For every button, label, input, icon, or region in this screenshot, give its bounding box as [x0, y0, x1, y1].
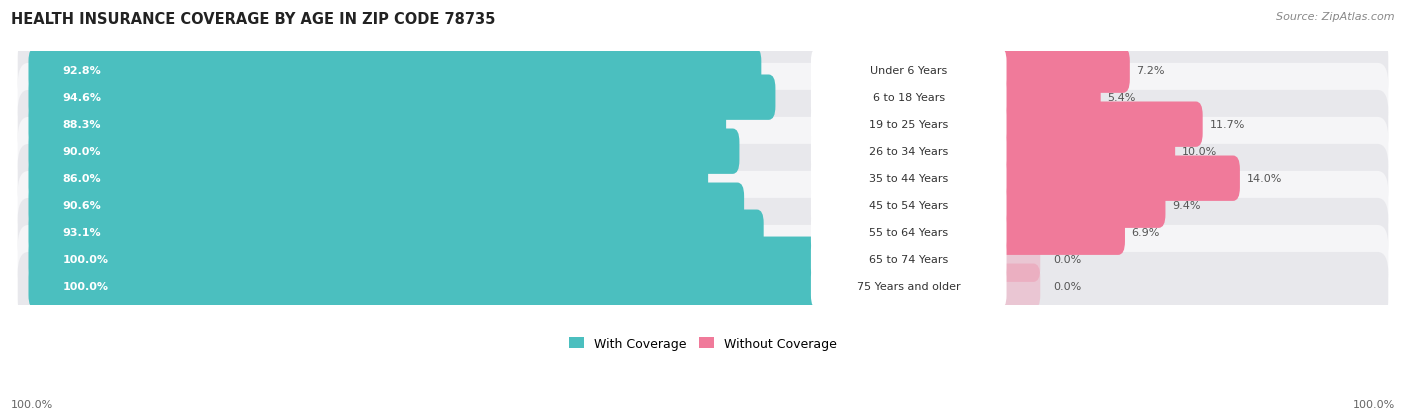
- Text: 90.0%: 90.0%: [62, 147, 101, 157]
- Text: 94.6%: 94.6%: [62, 93, 101, 103]
- Text: Source: ZipAtlas.com: Source: ZipAtlas.com: [1277, 12, 1395, 22]
- FancyBboxPatch shape: [18, 37, 1388, 105]
- FancyBboxPatch shape: [18, 118, 1388, 186]
- Text: 11.7%: 11.7%: [1209, 120, 1244, 130]
- Text: 10.0%: 10.0%: [1182, 147, 1218, 157]
- Text: 6 to 18 Years: 6 to 18 Years: [873, 93, 945, 103]
- FancyBboxPatch shape: [28, 264, 818, 309]
- Text: Under 6 Years: Under 6 Years: [870, 66, 948, 76]
- FancyBboxPatch shape: [1000, 264, 1040, 309]
- FancyBboxPatch shape: [811, 75, 1007, 121]
- Text: 6.9%: 6.9%: [1132, 228, 1160, 237]
- Text: 100.0%: 100.0%: [62, 254, 108, 265]
- Text: 19 to 25 Years: 19 to 25 Years: [869, 120, 949, 130]
- FancyBboxPatch shape: [28, 75, 776, 121]
- Legend: With Coverage, Without Coverage: With Coverage, Without Coverage: [564, 332, 842, 355]
- Text: 86.0%: 86.0%: [62, 174, 101, 184]
- FancyBboxPatch shape: [28, 48, 761, 94]
- FancyBboxPatch shape: [811, 102, 1007, 147]
- FancyBboxPatch shape: [1000, 48, 1130, 94]
- Text: 9.4%: 9.4%: [1173, 201, 1201, 211]
- FancyBboxPatch shape: [1000, 156, 1240, 202]
- FancyBboxPatch shape: [28, 237, 818, 282]
- Text: 100.0%: 100.0%: [1353, 399, 1395, 409]
- FancyBboxPatch shape: [811, 237, 1007, 282]
- FancyBboxPatch shape: [28, 210, 763, 255]
- FancyBboxPatch shape: [18, 198, 1388, 267]
- Text: 7.2%: 7.2%: [1136, 66, 1166, 76]
- Text: HEALTH INSURANCE COVERAGE BY AGE IN ZIP CODE 78735: HEALTH INSURANCE COVERAGE BY AGE IN ZIP …: [11, 12, 496, 27]
- Text: 93.1%: 93.1%: [62, 228, 101, 237]
- FancyBboxPatch shape: [28, 183, 744, 228]
- Text: 14.0%: 14.0%: [1247, 174, 1282, 184]
- FancyBboxPatch shape: [1000, 210, 1125, 255]
- FancyBboxPatch shape: [18, 145, 1388, 213]
- FancyBboxPatch shape: [28, 102, 725, 147]
- FancyBboxPatch shape: [18, 252, 1388, 321]
- Text: 0.0%: 0.0%: [1053, 254, 1083, 265]
- FancyBboxPatch shape: [811, 48, 1007, 94]
- Text: 88.3%: 88.3%: [62, 120, 101, 130]
- FancyBboxPatch shape: [811, 156, 1007, 202]
- Text: 5.4%: 5.4%: [1108, 93, 1136, 103]
- FancyBboxPatch shape: [18, 171, 1388, 240]
- FancyBboxPatch shape: [811, 210, 1007, 255]
- FancyBboxPatch shape: [811, 264, 1007, 309]
- Text: 75 Years and older: 75 Years and older: [856, 282, 960, 292]
- FancyBboxPatch shape: [811, 183, 1007, 228]
- Text: 35 to 44 Years: 35 to 44 Years: [869, 174, 949, 184]
- FancyBboxPatch shape: [18, 91, 1388, 159]
- FancyBboxPatch shape: [1000, 75, 1101, 121]
- Text: 26 to 34 Years: 26 to 34 Years: [869, 147, 949, 157]
- Text: 92.8%: 92.8%: [62, 66, 101, 76]
- Text: 100.0%: 100.0%: [62, 282, 108, 292]
- Text: 0.0%: 0.0%: [1053, 282, 1083, 292]
- FancyBboxPatch shape: [1000, 237, 1040, 282]
- Text: 100.0%: 100.0%: [11, 399, 53, 409]
- Text: 55 to 64 Years: 55 to 64 Years: [869, 228, 948, 237]
- Text: 45 to 54 Years: 45 to 54 Years: [869, 201, 949, 211]
- FancyBboxPatch shape: [1000, 183, 1166, 228]
- FancyBboxPatch shape: [1000, 129, 1175, 174]
- FancyBboxPatch shape: [811, 129, 1007, 174]
- Text: 65 to 74 Years: 65 to 74 Years: [869, 254, 949, 265]
- FancyBboxPatch shape: [18, 225, 1388, 294]
- Text: 90.6%: 90.6%: [62, 201, 101, 211]
- FancyBboxPatch shape: [28, 156, 709, 202]
- FancyBboxPatch shape: [28, 129, 740, 174]
- FancyBboxPatch shape: [1000, 102, 1202, 147]
- FancyBboxPatch shape: [18, 64, 1388, 132]
